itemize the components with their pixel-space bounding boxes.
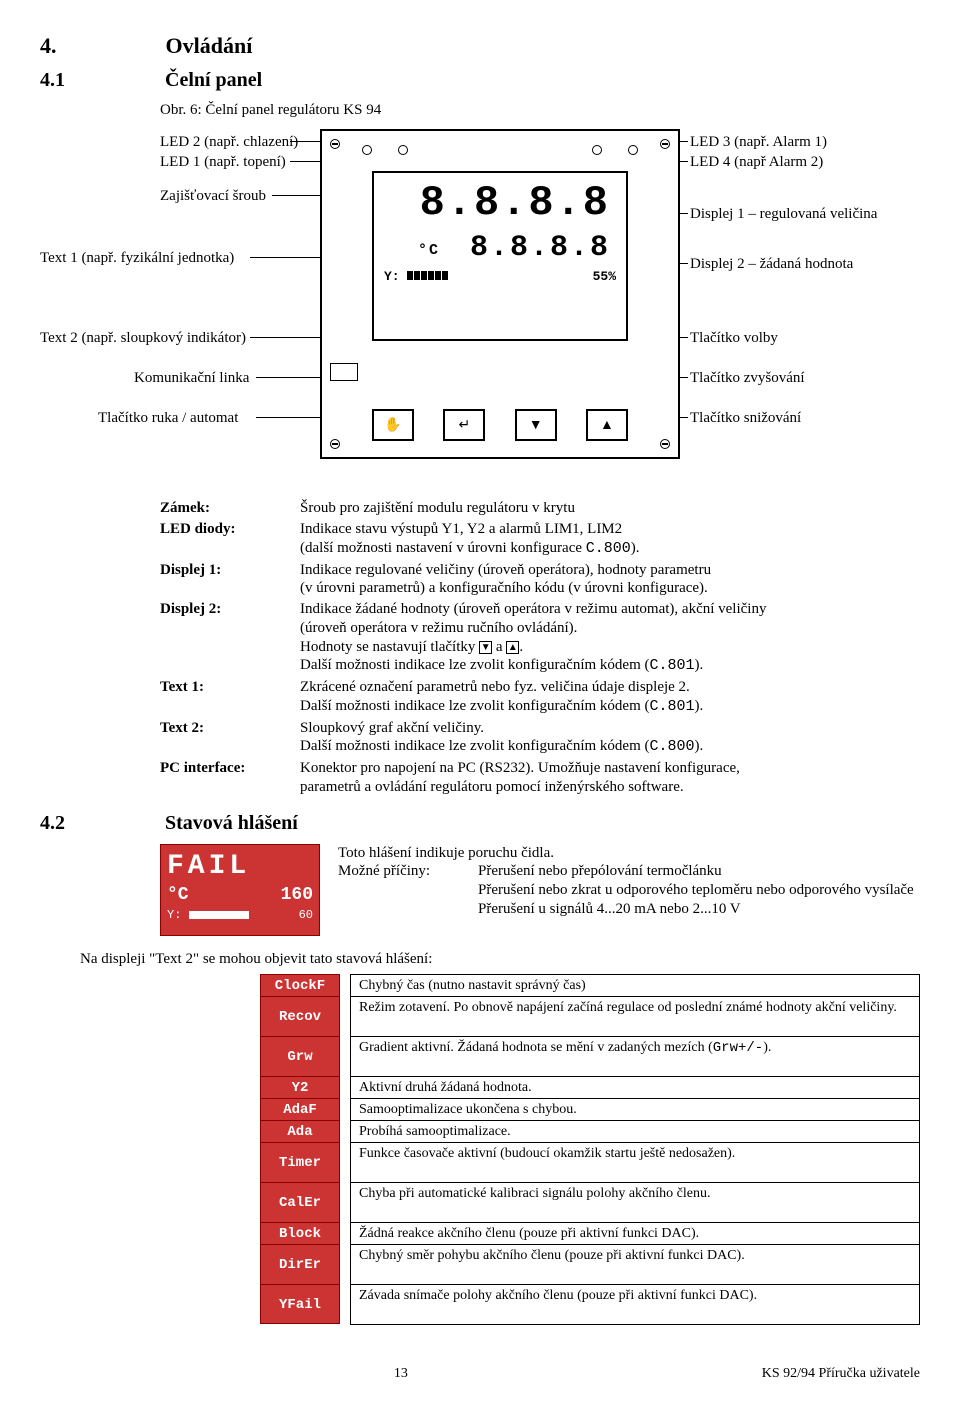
label-led2: LED 2 (např. chlazení): [160, 133, 298, 152]
label-hand: Tlačítko ruka / automat: [98, 409, 238, 428]
figure-caption: Obr. 6: Čelní panel regulátoru KS 94: [160, 101, 920, 120]
fail-line1: FAIL: [167, 849, 313, 884]
fail-bar-label: Y:: [167, 908, 181, 922]
up-button[interactable]: ▲: [586, 409, 628, 441]
status-chip: Block: [260, 1222, 340, 1244]
fail-value: 160: [281, 884, 313, 907]
def-term: Text 2:: [160, 719, 300, 758]
screw-icon: [330, 439, 340, 449]
fail-pct: 60: [299, 908, 313, 923]
page-number: 13: [394, 1365, 408, 1383]
label-screw: Zajišťovací šroub: [160, 187, 266, 206]
def-term: PC interface:: [160, 759, 300, 797]
def-term: Text 1:: [160, 678, 300, 717]
definitions-list: Zámek:Šroub pro zajištění modulu regulát…: [160, 499, 920, 796]
status-chip: ClockF: [260, 974, 340, 996]
screw-icon: [660, 139, 670, 149]
label-comm: Komunikační linka: [134, 369, 249, 388]
section-title: Ovládání: [166, 33, 253, 58]
fail-unit: °C: [167, 884, 189, 907]
status-chip: YFail: [260, 1284, 340, 1324]
status-chip: Recov: [260, 996, 340, 1036]
label-up: Tlačítko zvyšování: [690, 369, 805, 388]
status-text: Chybný čas (nutno nastavit správný čas): [350, 975, 920, 997]
label-down: Tlačítko snižování: [690, 409, 801, 428]
led2-icon: [398, 145, 408, 155]
label-text1: Text 1 (např. fyzikální jednotka): [40, 249, 234, 268]
pc-interface-icon: [330, 363, 358, 381]
display-unit: °C: [418, 242, 440, 261]
status-text: Chybný směr pohybu akčního členu (pouze …: [350, 1245, 920, 1285]
label-led3: LED 3 (např. Alarm 1): [690, 133, 827, 152]
subsection-number: 4.1: [40, 68, 160, 93]
def-desc: Šroub pro zajištění modulu regulátoru v …: [300, 499, 920, 518]
status-text: Funkce časovače aktivní (budoucí okamžik…: [350, 1143, 920, 1183]
subsection2-number: 4.2: [40, 811, 160, 836]
def-desc: Konektor pro napojení na PC (RS232). Umo…: [300, 759, 920, 797]
def-desc: Indikace regulované veličiny (úroveň ope…: [300, 561, 920, 599]
label-disp1: Displej 1 – regulovaná veličina: [690, 205, 877, 224]
fail-intro: Toto hlášení indikuje poruchu čidla.: [338, 844, 920, 863]
label-disp2: Displej 2 – žádaná hodnota: [690, 255, 853, 274]
screw-icon: [330, 139, 340, 149]
panel-diagram: LED 2 (např. chlazení) LED 1 (např. tope…: [40, 129, 920, 489]
status-chip: Timer: [260, 1142, 340, 1182]
device-outline: 8.8.8.8 °C 8.8.8.8 Y: 55% ✋ ↵ ▼ ▲: [320, 129, 680, 459]
led4-icon: [592, 145, 602, 155]
display-row1: 8.8.8.8: [374, 173, 626, 230]
hand-auto-button[interactable]: ✋: [372, 409, 414, 441]
label-sel: Tlačítko volby: [690, 329, 778, 348]
bar-percent: 55%: [593, 269, 616, 285]
def-desc: Indikace žádané hodnoty (úroveň operátor…: [300, 600, 920, 676]
doc-title: KS 92/94 Příručka uživatele: [762, 1365, 920, 1383]
status-text: Samooptimalizace ukončena s chybou.: [350, 1099, 920, 1121]
causes-text: Přerušení nebo přepólování termočlánkuPř…: [478, 862, 914, 918]
status-chip: Y2: [260, 1076, 340, 1098]
status-text: Aktivní druhá žádaná hodnota.: [350, 1077, 920, 1099]
def-term: Displej 2:: [160, 600, 300, 676]
section-number: 4.: [40, 32, 160, 60]
display-row2: 8.8.8.8: [470, 231, 610, 265]
led1-icon: [362, 145, 372, 155]
label-led1: LED 1 (např. topení): [160, 153, 286, 172]
led3-icon: [628, 145, 638, 155]
def-desc: Indikace stavu výstupů Y1, Y2 a alarmů L…: [300, 520, 920, 559]
fail-display: FAIL °C 160 Y: 60: [160, 844, 320, 936]
lcd-display: 8.8.8.8 °C 8.8.8.8 Y: 55%: [372, 171, 628, 341]
status-chip: Grw: [260, 1036, 340, 1076]
select-button[interactable]: ↵: [443, 409, 485, 441]
status-chip: AdaF: [260, 1098, 340, 1120]
status-chip: DirEr: [260, 1244, 340, 1284]
status-text: Gradient aktivní. Žádaná hodnota se mění…: [350, 1037, 920, 1077]
text2-status-intro: Na displeji "Text 2" se mohou objevit ta…: [80, 950, 920, 969]
def-term: Displej 1:: [160, 561, 300, 599]
label-text2: Text 2 (např. sloupkový indikátor): [40, 329, 246, 348]
status-table: ClockFRecovGrwY2AdaFAdaTimerCalErBlockDi…: [260, 974, 920, 1325]
status-text: Probíhá samooptimalizace.: [350, 1121, 920, 1143]
label-led4: LED 4 (např Alarm 2): [690, 153, 823, 172]
def-term: Zámek:: [160, 499, 300, 518]
status-chip: CalEr: [260, 1182, 340, 1222]
down-button[interactable]: ▼: [515, 409, 557, 441]
subsection2-title: Stavová hlášení: [165, 812, 298, 834]
causes-label: Možné příčiny:: [338, 862, 478, 918]
status-text: Režim zotavení. Po obnově napájení začín…: [350, 997, 920, 1037]
bar-label: Y:: [384, 269, 400, 284]
def-desc: Zkrácené označení parametrů nebo fyz. ve…: [300, 678, 920, 717]
def-desc: Sloupkový graf akční veličiny.Další možn…: [300, 719, 920, 758]
status-text: Závada snímače polohy akčního členu (pou…: [350, 1285, 920, 1325]
screw-icon: [660, 439, 670, 449]
status-chip: Ada: [260, 1120, 340, 1142]
subsection-title: Čelní panel: [165, 69, 262, 91]
def-term: LED diody:: [160, 520, 300, 559]
status-text: Žádná reakce akčního členu (pouze při ak…: [350, 1223, 920, 1245]
status-text: Chyba při automatické kalibraci signálu …: [350, 1183, 920, 1223]
